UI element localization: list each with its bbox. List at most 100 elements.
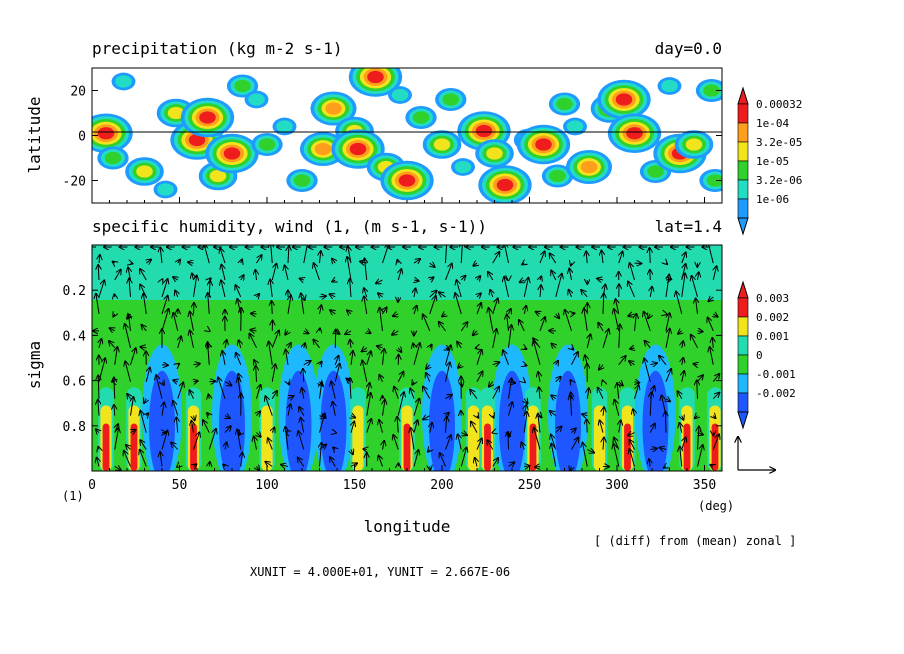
wind-arrow (351, 422, 354, 433)
wind-arrow (130, 348, 136, 365)
wind-arrow (691, 335, 698, 349)
wind-arrow (129, 314, 131, 331)
wind-arrow (659, 356, 667, 366)
wind-arrow (129, 279, 130, 298)
wind-arrow (445, 362, 450, 382)
wind-arrow (411, 428, 415, 450)
wind-arrow (350, 340, 351, 348)
wind-arrow (410, 389, 414, 399)
wind-arrow (709, 297, 714, 301)
precip-y-axis: 20 0 -20 (63, 85, 723, 203)
wind-arrow (614, 400, 620, 416)
wind-arrow (460, 322, 467, 332)
humidity-colorbar-label: 0.002 (756, 311, 789, 324)
wind-arrow (298, 431, 305, 450)
wind-arrow (538, 414, 540, 433)
wind-arrow (551, 395, 555, 398)
humidity-x-axis: 0 50 100 150 200 250 300 350 (88, 465, 723, 493)
wind-arrow (177, 466, 178, 467)
wind-arrow (524, 412, 527, 433)
wind-arrow (509, 433, 510, 437)
wind-arrow (598, 388, 604, 399)
wind-arrow (333, 447, 335, 449)
wind-arrow (650, 248, 651, 264)
wind-arrow (429, 296, 436, 315)
wind-arrow (713, 416, 715, 419)
humidity-x-tick-label: 150 (343, 478, 366, 493)
wind-arrow (476, 439, 482, 450)
wind-arrow (492, 329, 497, 348)
precip-cell (685, 138, 703, 151)
wind-arrow (224, 382, 231, 386)
wind-arrow (633, 409, 635, 416)
wind-arrow (509, 378, 512, 399)
wind-arrow (582, 414, 587, 415)
wind-arrow (678, 331, 682, 334)
wind-arrow (220, 248, 226, 264)
wind-arrow (271, 391, 277, 399)
precip-cell (706, 174, 722, 187)
reference-vector (738, 437, 775, 470)
wind-arrow (378, 456, 382, 467)
wind-arrow (224, 426, 231, 433)
wind-arrow (161, 431, 167, 450)
wind-arrow (271, 331, 279, 349)
wind-arrow (682, 358, 684, 365)
precip-cell (293, 174, 311, 187)
wind-arrow (619, 325, 620, 348)
wind-arrow (430, 423, 432, 433)
wind-arrow (350, 463, 357, 466)
wind-arrow (423, 314, 431, 332)
wind-arrow (377, 346, 383, 348)
wind-arrow (330, 294, 336, 297)
precip-colorbar-label: 3.2e-06 (756, 174, 802, 187)
wind-arrow (428, 450, 430, 452)
wind-arrow (393, 435, 399, 450)
wind-arrow (414, 289, 416, 298)
wind-arrow (125, 324, 131, 348)
wind-arrow (140, 347, 147, 348)
moist-column (261, 405, 273, 471)
precip-y-tick-label: 20 (70, 85, 86, 100)
wind-arrow (487, 440, 494, 450)
wind-arrow (571, 352, 578, 366)
wind-arrow (682, 371, 684, 382)
wind-arrow (524, 306, 526, 315)
wind-arrow (98, 280, 104, 298)
precip-day-label: day=0.0 (655, 39, 722, 58)
precip-cell (475, 124, 493, 138)
wind-arrow (236, 353, 242, 365)
wind-arrow (644, 358, 651, 382)
wind-arrow (161, 309, 169, 332)
wind-arrow (708, 245, 714, 264)
wind-arrow (571, 263, 572, 265)
wind-arrow (682, 341, 683, 348)
wind-arrow (350, 378, 351, 399)
dry-core (555, 370, 581, 471)
wind-arrow (332, 280, 335, 282)
wind-arrow (587, 419, 588, 433)
wind-arrow (429, 291, 437, 298)
precip-cell (223, 147, 241, 160)
wind-arrow (173, 380, 178, 382)
precip-cell (549, 169, 566, 183)
wind-arrow (161, 279, 168, 298)
moist-column (624, 423, 631, 471)
wind-arrow (367, 331, 371, 333)
humidity-colorbar-swatch (737, 392, 749, 413)
wind-arrow (365, 259, 367, 281)
wind-arrow (521, 442, 524, 450)
precip-colorbar-label: 1e-06 (756, 193, 789, 206)
wind-arrow (364, 296, 367, 315)
wind-arrow (222, 351, 225, 365)
wind-arrow (207, 413, 209, 416)
units-line: XUNIT = 4.000E+01, YUNIT = 2.667E-06 (250, 565, 510, 579)
wind-arrow (256, 366, 257, 382)
wind-arrow (470, 390, 478, 399)
wind-arrow (477, 416, 478, 418)
upper-layer-band (92, 245, 722, 300)
wind-arrow (146, 413, 148, 415)
wind-arrow (268, 438, 273, 450)
wind-arrow (299, 407, 305, 416)
wind-arrow (272, 301, 273, 314)
